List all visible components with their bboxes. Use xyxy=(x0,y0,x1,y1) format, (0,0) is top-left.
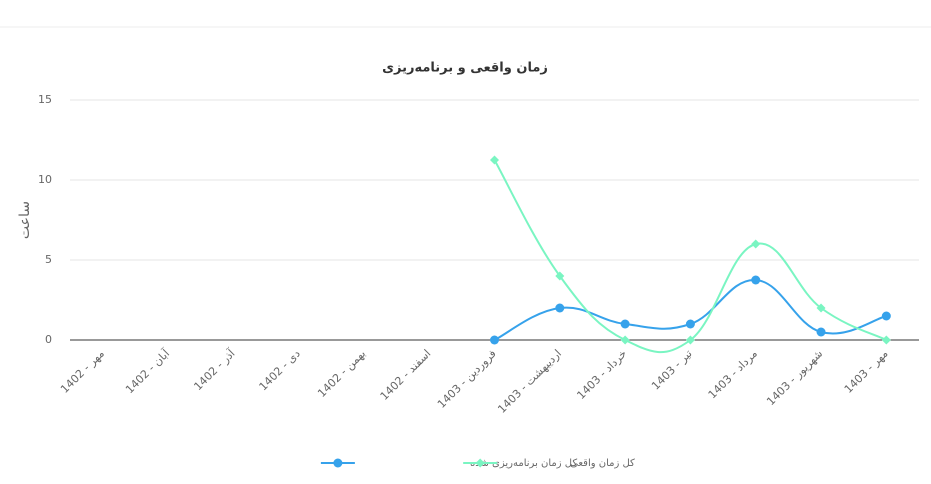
x-tick-label: فروردین - 1403 xyxy=(435,347,499,411)
point xyxy=(685,319,695,329)
x-tick-label: دی - 1402 xyxy=(257,347,303,393)
x-tick-label: اسفند - 1402 xyxy=(378,347,434,403)
point xyxy=(816,303,826,313)
y-tick-label: 10 xyxy=(38,173,52,186)
y-tick-label: 0 xyxy=(45,333,52,346)
point xyxy=(490,335,499,345)
point xyxy=(555,271,565,281)
x-tick-label: آبان - 1402 xyxy=(122,346,173,397)
x-tick-label: خرداد - 1403 xyxy=(574,347,629,402)
point xyxy=(685,335,695,345)
legend-marker xyxy=(333,458,343,468)
legend-marker xyxy=(475,458,485,468)
x-tick-label: مرداد - 1403 xyxy=(706,347,760,401)
x-tick-label: شهریور - 1403 xyxy=(764,347,825,408)
point xyxy=(751,275,761,285)
point xyxy=(881,335,891,345)
point xyxy=(555,303,565,313)
point xyxy=(816,327,826,337)
legend-label: کل زمان واقعی xyxy=(570,458,635,469)
point xyxy=(620,319,630,329)
x-tick-label: بهمن - 1402 xyxy=(315,347,368,400)
legend-item: کل زمان واقعی xyxy=(463,458,635,469)
x-tick-label: آذر - 1402 xyxy=(191,346,238,393)
point xyxy=(881,311,891,321)
point xyxy=(751,239,761,249)
point xyxy=(620,335,630,345)
legend-item: کل زمان برنامه‌ریزی شده xyxy=(320,458,577,469)
point xyxy=(490,155,499,165)
y-axis-label: ساعت xyxy=(17,201,33,239)
chart-title: زمان واقعی و برنامه‌ریزی xyxy=(382,61,548,76)
x-tick-label: اردیبهشت - 1403 xyxy=(495,347,564,416)
y-tick-label: 5 xyxy=(45,253,52,266)
y-tick-label: 15 xyxy=(38,93,52,106)
series-line xyxy=(494,278,887,341)
x-tick-label: مهر - 1403 xyxy=(842,347,891,396)
legend-label: کل زمان برنامه‌ریزی شده xyxy=(470,458,577,469)
x-tick-label: تیر - 1403 xyxy=(649,347,695,393)
x-tick-label: مهر - 1402 xyxy=(58,347,107,396)
